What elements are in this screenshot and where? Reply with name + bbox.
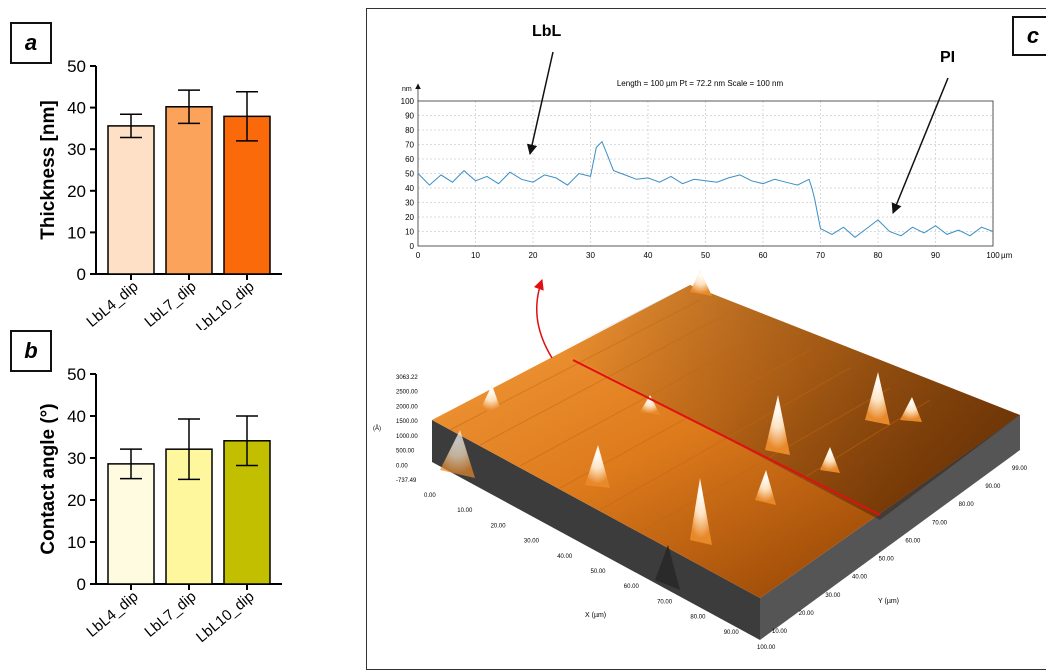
z-tick-label: 0.00 <box>396 463 408 469</box>
z-tick-label: 1500.00 <box>396 419 418 425</box>
x3d-tick-label: 20.00 <box>491 523 507 529</box>
x3d-tick-label: 50.00 <box>591 569 607 575</box>
y-axis-title: Contact angle (°) <box>38 403 59 554</box>
y-tick-label: 10 <box>67 223 86 242</box>
y-tick-label: 10 <box>405 228 414 237</box>
x-tick-label: 50 <box>701 251 710 260</box>
x-unit-label: µm <box>1001 251 1013 260</box>
z-tick-label: 2500.00 <box>396 390 418 396</box>
y-tick-label: 40 <box>67 407 86 426</box>
y3d-axis-title: Y (µm) <box>878 598 899 605</box>
z-axis-title: (Å) <box>373 425 381 432</box>
surface-peaks <box>440 270 922 590</box>
bar <box>107 125 155 275</box>
annotation-lbl: LbL <box>532 23 562 40</box>
z-axis: 3063.22 2500.00 2000.00 1500.00 1000.00 500.0… <box>373 375 418 484</box>
y3d-tick-label: 99.00 <box>1012 466 1028 472</box>
annotation-pi: PI <box>940 49 955 66</box>
x-tick-label: 20 <box>529 251 538 260</box>
z-tick-label: 3063.22 <box>396 375 418 381</box>
y-axis-3d: 10.00 20.00 30.00 40.00 50.00 60.00 70.00 80.00… <box>772 466 1028 635</box>
y-tick-label: 80 <box>405 126 414 135</box>
y-tick-label: 70 <box>405 141 414 150</box>
x-tick-label: 30 <box>586 251 595 260</box>
annotation-arrow <box>891 77 949 214</box>
y-tick-label: 20 <box>67 491 86 510</box>
red-link-arrow <box>533 279 553 359</box>
chart-c: 0 10 20 30 40 50 60 70 80 90 100 0 10 20 30 40 50 60 70 80 9… <box>373 23 1028 651</box>
x3d-tick-label: 10.00 <box>457 508 473 514</box>
bar <box>223 115 271 275</box>
z-tick-label: 500.00 <box>396 449 415 455</box>
x3d-axis-title: X (µm) <box>585 612 606 619</box>
y3d-tick-label: 10.00 <box>772 629 788 635</box>
y-tick-label: 0 <box>77 575 86 594</box>
profile-header: Length = 100 µm Pt = 72.2 nm Scale = 100… <box>617 79 784 88</box>
y-tick-label: 50 <box>405 170 414 179</box>
x-tick-label: 10 <box>471 251 480 260</box>
z-tick-label: 2000.00 <box>396 404 418 410</box>
profile-section-line <box>572 359 881 516</box>
y-unit-label: nm <box>402 86 412 93</box>
y-tick-label: 0 <box>410 242 415 251</box>
y3d-tick-label: 80.00 <box>959 502 975 508</box>
y3d-tick-label: 90.00 <box>985 484 1001 490</box>
x3d-tick-label: 60.00 <box>624 584 640 590</box>
x3d-tick-label: 30.00 <box>524 539 540 545</box>
x-tick-label: 60 <box>759 251 768 260</box>
y-tick-label: 90 <box>405 112 414 121</box>
x-tick-label: 70 <box>816 251 825 260</box>
y-tick-label: 20 <box>405 213 414 222</box>
y3d-tick-label: 50.00 <box>879 557 895 563</box>
afm-surface: 3063.22 2500.00 2000.00 1500.00 1000.00 500.0… <box>373 270 1028 651</box>
y-axis-title: Thickness [nm] <box>38 100 59 239</box>
y-tick-label: 30 <box>405 199 414 208</box>
panel-label-c: c <box>1012 16 1046 56</box>
y3d-tick-label: 30.00 <box>825 593 841 599</box>
y3d-tick-label: 40.00 <box>852 575 868 581</box>
x-tick-label: 40 <box>644 251 653 260</box>
x3d-tick-label: 100.00 <box>757 645 776 651</box>
x3d-tick-label: 0.00 <box>424 493 436 499</box>
x-tick-label: 100 <box>986 251 1000 260</box>
y-tick-label: 50 <box>67 365 86 384</box>
y3d-tick-label: 70.00 <box>932 520 948 526</box>
z-tick-label: 1000.00 <box>396 434 418 440</box>
y3d-tick-label: 20.00 <box>799 611 815 617</box>
y-tick-label: 100 <box>401 97 415 106</box>
profile-series-line <box>417 140 994 238</box>
y-tick-label: 30 <box>67 449 86 468</box>
y-tick-label: 60 <box>405 155 414 164</box>
x3d-tick-label: 90.00 <box>724 630 740 636</box>
panel-label-b: b <box>10 330 52 372</box>
y-tick-label: 10 <box>67 533 86 552</box>
y3d-tick-label: 60.00 <box>905 538 921 544</box>
y-tick-label: 50 <box>67 57 86 76</box>
y-tick-label: 40 <box>67 99 86 118</box>
y-tick-label: 40 <box>405 184 414 193</box>
panel-label-a: a <box>10 22 52 64</box>
x3d-tick-label: 80.00 <box>690 615 706 621</box>
bar <box>165 106 213 275</box>
x-tick-label: 90 <box>931 251 940 260</box>
annotation-arrow <box>526 51 554 156</box>
y-tick-label: 0 <box>77 265 86 284</box>
x3d-tick-label: 40.00 <box>557 554 573 560</box>
y-tick-label: 20 <box>67 182 86 201</box>
x-tick-label: 0 <box>416 251 421 260</box>
x-axis-3d: 0.00 10.00 20.00 30.00 40.00 50.00 60.00 70.00 8… <box>424 493 776 651</box>
bar <box>107 463 155 585</box>
surface-side-right <box>760 415 1020 640</box>
z-tick-label: -737.49 <box>396 478 417 484</box>
y-tick-label: 30 <box>67 140 86 159</box>
x3d-tick-label: 70.00 <box>657 599 673 605</box>
x-tick-label: 80 <box>874 251 883 260</box>
